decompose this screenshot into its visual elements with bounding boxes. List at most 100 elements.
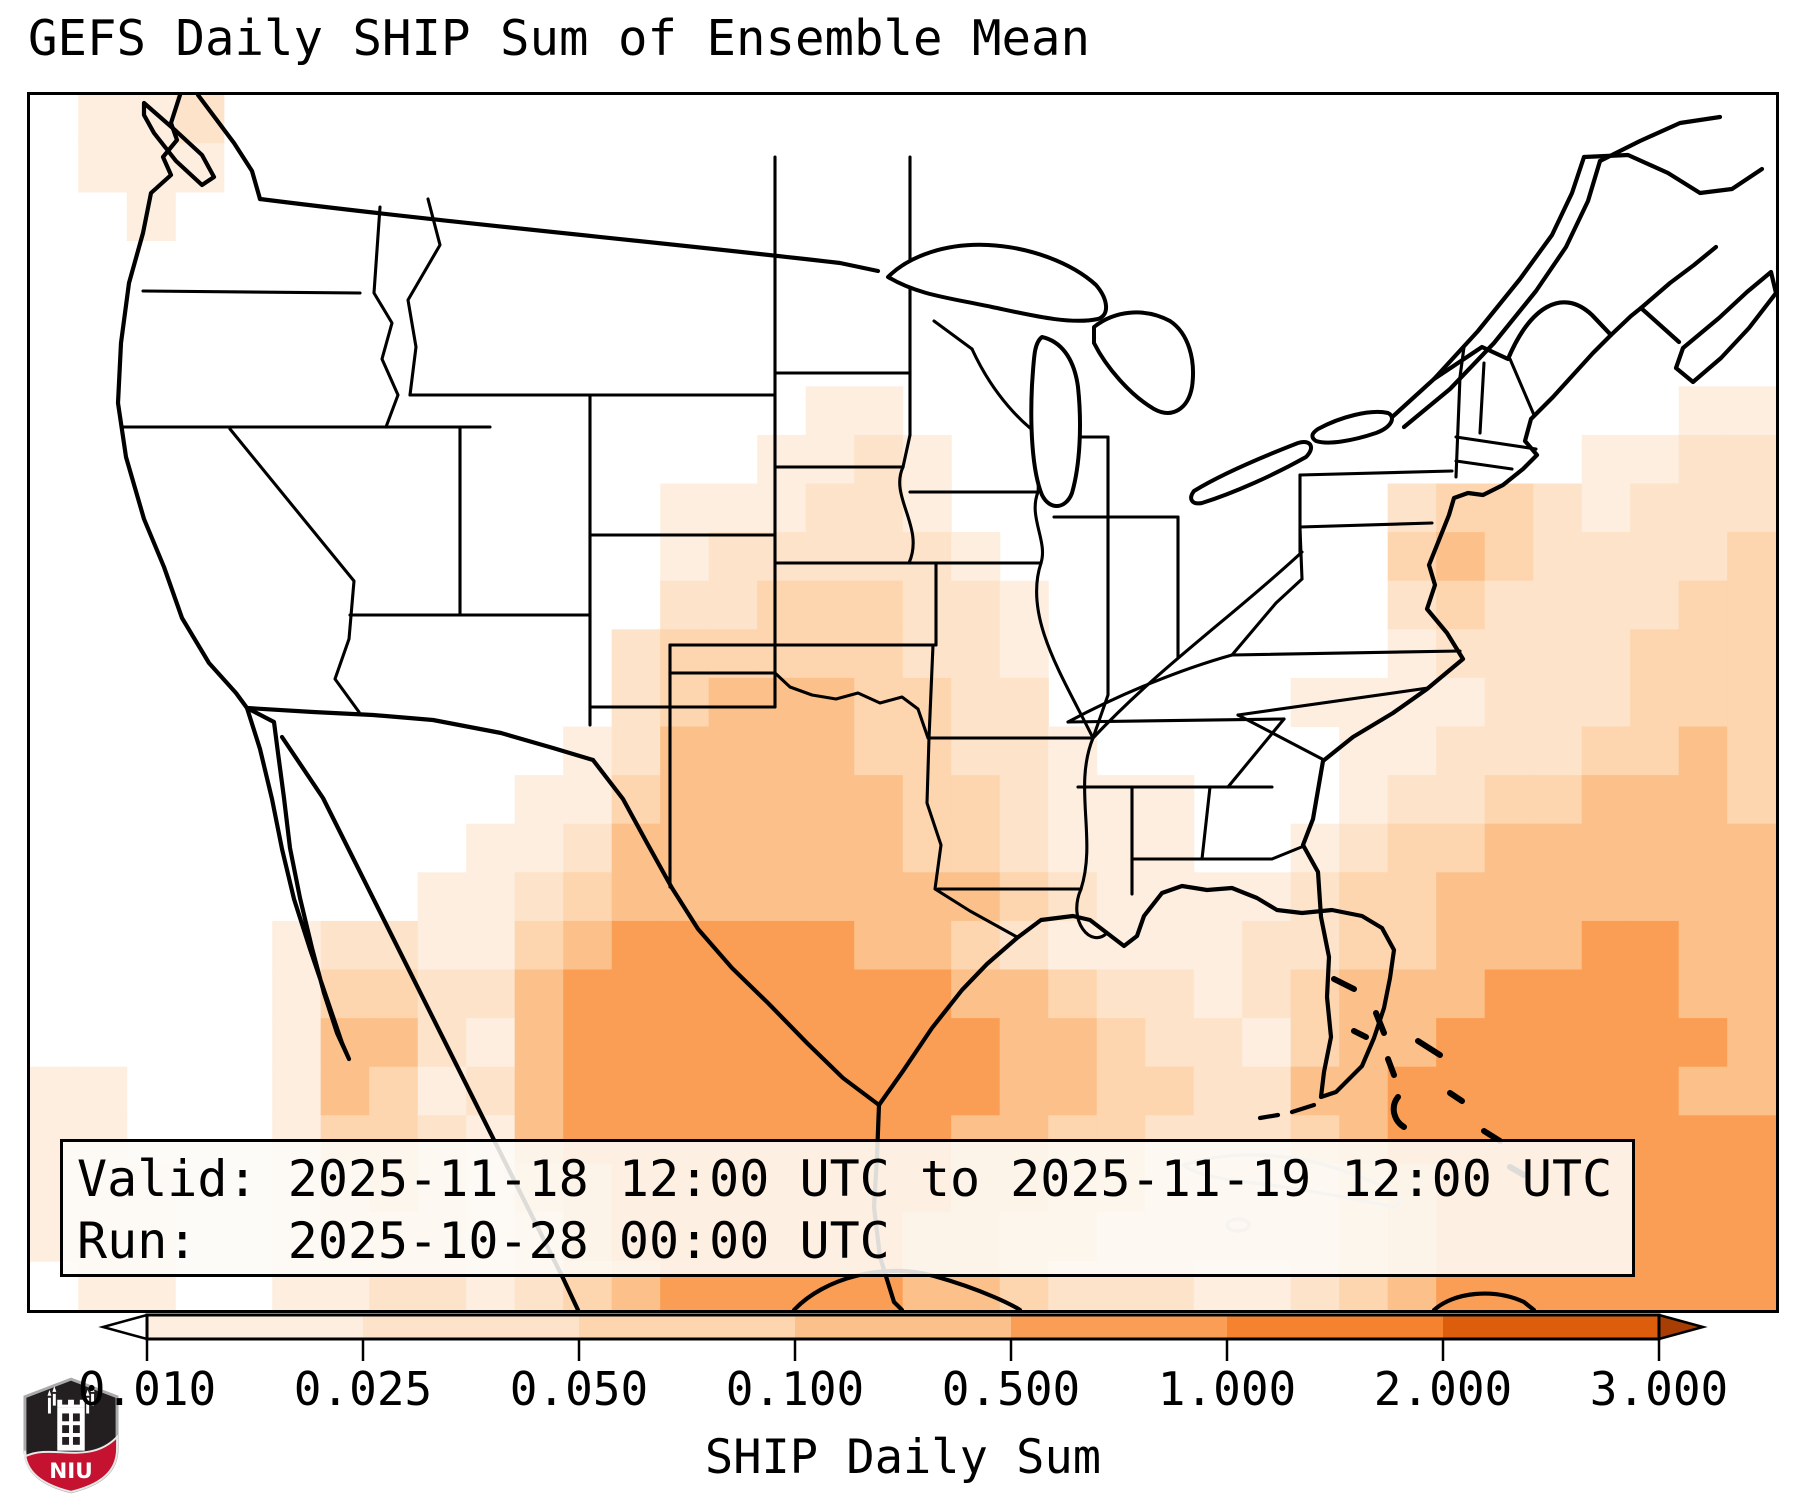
heat-cell <box>514 1018 564 1068</box>
state-borders <box>121 155 1538 940</box>
heat-cell <box>1727 969 1776 1019</box>
heat-cell <box>1630 920 1680 971</box>
heat-cell <box>30 1066 79 1116</box>
heat-cell <box>854 532 904 582</box>
heat-cell <box>1484 872 1534 922</box>
heat-cell <box>999 969 1049 1019</box>
heat-cell <box>805 580 855 630</box>
heat-cell <box>854 434 904 485</box>
heat-cell <box>1193 1066 1243 1116</box>
heat-cell <box>1048 1066 1098 1116</box>
heat-cell <box>1145 969 1195 1019</box>
heat-cell <box>854 920 904 971</box>
heat-cell <box>999 726 1049 776</box>
heat-cell <box>660 1018 710 1068</box>
colorbar-segment <box>1227 1315 1443 1339</box>
heat-cell <box>1145 872 1195 922</box>
heat-cell <box>272 1066 322 1116</box>
great-lakes <box>886 242 1394 508</box>
heat-cell <box>514 1066 564 1116</box>
heat-cell <box>951 775 1001 825</box>
heat-cell <box>1630 1212 1680 1262</box>
heat-cell <box>563 872 613 922</box>
niu-red-banner <box>23 1434 119 1493</box>
heat-cell <box>854 969 904 1019</box>
heat-cell <box>1678 1212 1728 1262</box>
colorbar-tick-labels: 0.010 0.025 0.050 0.100 0.500 1.000 2.000 3.000 <box>0 1362 1803 1418</box>
heat-cell <box>1339 1066 1389 1116</box>
heat-cell <box>1727 1115 1776 1165</box>
heat-cell <box>951 920 1001 971</box>
heat-cell <box>854 872 904 922</box>
heat-cell <box>757 872 807 922</box>
colorbar-tick-label: 1.000 <box>1157 1362 1297 1416</box>
heat-cell <box>563 1066 613 1116</box>
heat-cell <box>1727 532 1776 582</box>
heat-cell <box>1484 580 1534 630</box>
heat-cell <box>1678 872 1728 922</box>
heat-cell <box>660 775 710 825</box>
heat-cell <box>611 1018 661 1068</box>
heat-cell <box>1533 1018 1583 1068</box>
heat-cell <box>1484 920 1534 971</box>
heat-cell <box>514 920 564 971</box>
heat-cell <box>1581 872 1631 922</box>
heat-cell <box>611 1066 661 1116</box>
heat-cell <box>1436 1018 1486 1068</box>
heat-cell <box>999 775 1049 825</box>
heat-cell <box>1533 532 1583 582</box>
heat-cell <box>805 386 855 436</box>
heat-cell <box>757 920 807 971</box>
heat-cell <box>1630 580 1680 630</box>
heat-cell <box>757 775 807 825</box>
heat-cell <box>1678 726 1728 776</box>
heat-cell <box>805 677 855 728</box>
heat-cell <box>1727 580 1776 630</box>
heat-cell <box>902 1066 952 1116</box>
heat-cell <box>369 969 419 1019</box>
heat-cell <box>1678 677 1728 728</box>
heat-cell <box>1533 580 1583 630</box>
heat-cell <box>1484 969 1534 1019</box>
heat-cell <box>78 95 128 144</box>
heat-cell <box>1581 434 1631 485</box>
heat-cell <box>320 1066 370 1116</box>
validity-info-box: Valid: 2025-11-18 12:00 UTC to 2025-11-1… <box>60 1139 1635 1277</box>
heat-cell <box>126 95 176 144</box>
heat-cell <box>1630 434 1680 485</box>
heat-cell <box>1096 1066 1146 1116</box>
heat-cell <box>1436 1066 1486 1116</box>
heat-cell <box>563 726 613 776</box>
heat-cell <box>1678 629 1728 679</box>
heat-cell <box>757 532 807 582</box>
heat-cell <box>999 1066 1049 1116</box>
heat-cell <box>1678 775 1728 825</box>
niu-castle-icon <box>47 1386 95 1451</box>
heat-cell <box>417 1018 467 1068</box>
heat-cell <box>854 483 904 533</box>
heat-cell <box>1096 1018 1146 1068</box>
heat-cell <box>1581 532 1631 582</box>
heat-cell <box>1096 823 1146 873</box>
heat-cell <box>1727 434 1776 485</box>
heat-cell <box>78 143 128 193</box>
heat-cell <box>1096 775 1146 825</box>
heat-cell <box>902 629 952 679</box>
heat-cell <box>951 532 1001 582</box>
heat-cell <box>1290 920 1340 971</box>
heat-cell <box>1339 823 1389 873</box>
heat-cell <box>1484 726 1534 776</box>
heat-cell <box>417 969 467 1019</box>
heat-cell <box>1387 629 1437 679</box>
heat-cell <box>757 677 807 728</box>
heat-cell <box>320 1018 370 1068</box>
heat-cell <box>660 920 710 971</box>
colorbar-tick-label: 0.010 <box>77 1362 217 1416</box>
colorbar-ticks <box>145 1339 1661 1361</box>
heat-cell <box>660 532 710 582</box>
heat-cell <box>1630 823 1680 873</box>
heat-cell <box>1193 920 1243 971</box>
heat-cell <box>514 872 564 922</box>
heat-cell <box>805 1066 855 1116</box>
heat-cell <box>1193 1018 1243 1068</box>
